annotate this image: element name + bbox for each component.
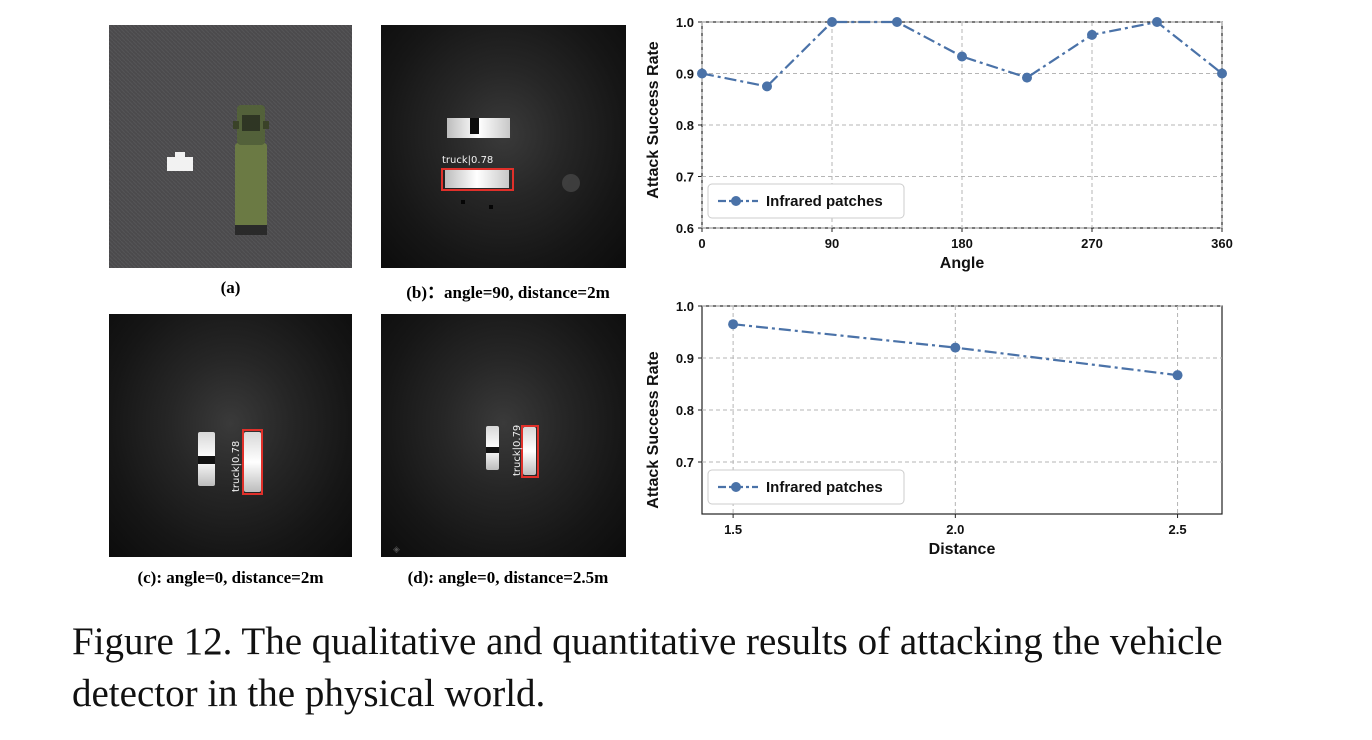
x-tick-label: 180 xyxy=(951,236,973,251)
x-tick-label: 2.5 xyxy=(1169,522,1187,537)
y-tick-label: 0.9 xyxy=(676,351,694,366)
y-tick-label: 0.7 xyxy=(676,455,694,470)
x-tick-label: 2.0 xyxy=(946,522,964,537)
photo-c-thermal: truck|0.78 xyxy=(109,314,352,557)
detection-box-c xyxy=(242,429,263,495)
x-axis-label: Angle xyxy=(940,255,985,272)
y-tick-label: 0.8 xyxy=(676,118,694,133)
caption-a: (a) xyxy=(220,278,241,297)
data-point xyxy=(1087,29,1097,40)
y-tick-label: 0.6 xyxy=(676,221,694,236)
data-point xyxy=(762,81,772,92)
chart-distance-svg: 0.7 0.8 0.9 1.0 1.5 2.0 2.5 Distance Attack Succ… xyxy=(645,302,1223,558)
caption-c: (c): angle=0, distance=2m xyxy=(137,568,324,587)
chart-angle: 0.6 0.7 0.8 0.9 1.0 0 90 180 270 360 Angle Attack S… xyxy=(640,12,1240,292)
data-point xyxy=(728,319,739,330)
x-tick-label: 270 xyxy=(1081,236,1103,251)
y-axis-label: Attack Success Rate xyxy=(645,351,662,509)
photo-b-thermal: truck|0.78 xyxy=(381,25,626,268)
data-point xyxy=(1217,68,1227,79)
legend: Infrared patches xyxy=(707,183,905,219)
x-tick-label: 0 xyxy=(698,236,705,251)
data-point xyxy=(950,342,961,353)
photo-a-toy-truck xyxy=(109,25,352,268)
thermal-shapes-d: ◈ xyxy=(393,426,536,555)
y-tick-label: 0.9 xyxy=(676,67,694,82)
data-point xyxy=(957,51,967,62)
legend-label: Infrared patches xyxy=(766,479,883,496)
chart-angle-svg: 0.6 0.7 0.8 0.9 1.0 0 90 180 270 360 Angle Attack S… xyxy=(645,15,1233,272)
figure-caption: Figure 12. The qualitative and quantitat… xyxy=(72,620,1223,715)
truck-and-patch-illustration xyxy=(109,25,352,268)
thermal-shapes-b xyxy=(445,118,580,209)
photo-d-thermal: ◈ truck|0.79 xyxy=(381,314,626,557)
detection-box-b xyxy=(441,168,514,191)
detection-label-b: truck|0.78 xyxy=(442,155,494,166)
y-tick-label: 1.0 xyxy=(676,15,694,30)
caption-d: (d): angle=0, distance=2.5m xyxy=(407,568,609,587)
detection-label-d: truck|0.79 xyxy=(512,424,523,476)
legend-box xyxy=(707,183,905,219)
legend-box xyxy=(707,469,905,505)
detection-box-d xyxy=(521,425,539,478)
legend: Infrared patches xyxy=(707,469,905,505)
data-point xyxy=(697,68,707,79)
legend-marker xyxy=(731,482,741,492)
y-tick-label: 1.0 xyxy=(676,302,694,314)
data-point xyxy=(1152,17,1162,27)
data-point xyxy=(892,17,902,27)
thermal-shapes-c xyxy=(198,432,261,492)
y-tick-label: 0.7 xyxy=(676,170,694,185)
x-tick-label: 360 xyxy=(1211,236,1233,251)
watermark-mark: ◈ xyxy=(393,545,400,555)
legend-marker xyxy=(731,196,741,206)
y-tick-label: 0.8 xyxy=(676,403,694,418)
x-tick-label: 90 xyxy=(825,236,839,251)
data-point xyxy=(1022,72,1032,83)
caption-b: (b)：angle=90, distance=2m xyxy=(406,283,610,302)
x-axis-label: Distance xyxy=(929,541,996,558)
legend-label: Infrared patches xyxy=(766,193,883,210)
chart-distance: 0.7 0.8 0.9 1.0 1.5 2.0 2.5 Distance Attack Succ… xyxy=(640,302,1240,582)
y-axis-label: Attack Success Rate xyxy=(645,41,662,199)
data-point xyxy=(827,17,837,27)
series-line xyxy=(701,20,1223,88)
x-tick-label: 1.5 xyxy=(724,522,742,537)
data-point xyxy=(1172,370,1183,381)
detection-label-c: truck|0.78 xyxy=(231,440,242,492)
